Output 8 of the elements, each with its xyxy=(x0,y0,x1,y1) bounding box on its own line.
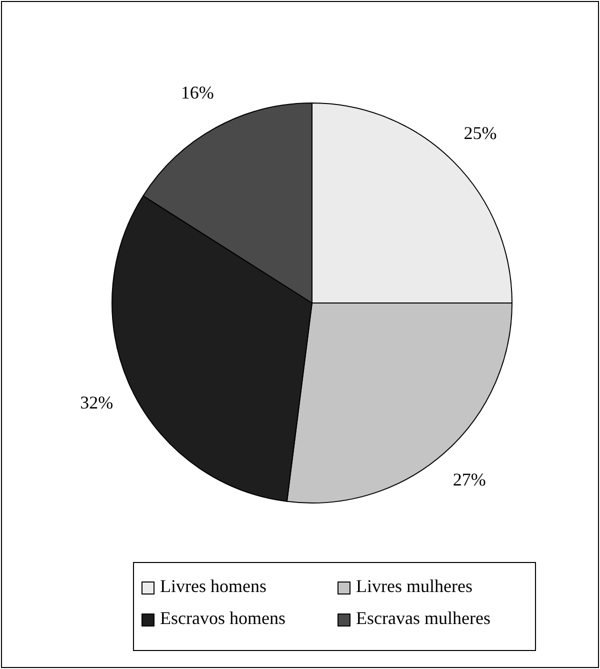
legend-label: Escravos homens xyxy=(160,608,286,628)
legend-label: Escravas mulheres xyxy=(356,608,490,628)
data-label: 27% xyxy=(452,470,486,490)
legend-label: Livres mulheres xyxy=(356,576,472,596)
legend-label: Livres homens xyxy=(160,576,266,596)
data-label: 16% xyxy=(180,82,214,103)
data-label: 32% xyxy=(80,392,114,412)
data-label: 25% xyxy=(464,122,497,143)
